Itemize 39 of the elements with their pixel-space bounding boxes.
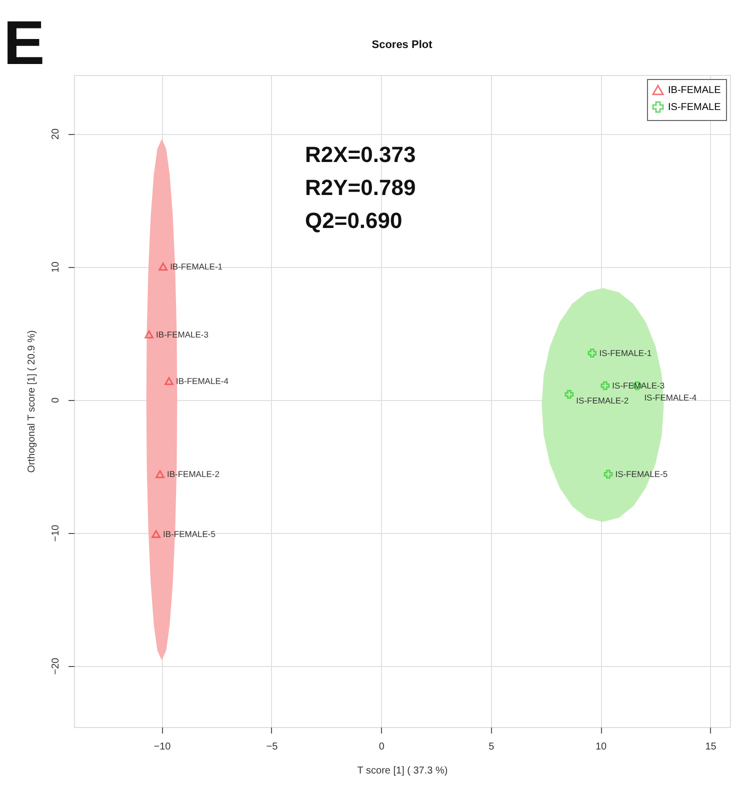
- y-axis-title: Orthogonal T score [1] ( 20.9 %): [26, 330, 38, 473]
- data-label: IB-FEMALE-3: [156, 329, 209, 340]
- x-tick-label: 5: [488, 742, 495, 752]
- point: [152, 530, 161, 538]
- data-label: IB-FEMALE-4: [176, 376, 229, 386]
- data-label: IS-FEMALE-3: [612, 380, 665, 391]
- text: E: [3, 9, 45, 78]
- point: [164, 377, 174, 385]
- data-label: IS-FEMALE-2: [576, 395, 629, 406]
- point: [604, 470, 613, 479]
- y-tick-label: 20: [50, 128, 62, 140]
- annotation: Q2=0.690: [305, 208, 402, 233]
- data-label: IB-FEMALE-1: [170, 262, 223, 272]
- y-tick-label: 10: [50, 261, 62, 273]
- point: [600, 381, 610, 390]
- y-tick-label: −20: [50, 657, 62, 675]
- x-tick-label: 10: [595, 742, 608, 752]
- legend-label: IB-FEMALE: [668, 85, 722, 96]
- annotation: R2X=0.373: [305, 142, 416, 167]
- x-tick-label: 15: [705, 742, 717, 752]
- point: [588, 348, 597, 358]
- y-tick-label: 0: [50, 396, 62, 403]
- x-tick-label: −5: [266, 742, 278, 752]
- data-label: IS-FEMALE-5: [615, 469, 668, 480]
- data-label: IB-FEMALE-5: [163, 529, 216, 540]
- point: [144, 330, 154, 338]
- y-tick-label: −10: [50, 524, 62, 542]
- x-axis-title: T score [1] ( 37.3 %): [357, 766, 448, 776]
- legend-label: IS-FEMALE: [668, 102, 722, 113]
- x-tick-label: −10: [154, 742, 172, 752]
- point: [158, 262, 168, 271]
- annotation: R2Y=0.789: [305, 175, 416, 200]
- point: [156, 470, 164, 478]
- data-label: IS-FEMALE-4: [644, 392, 697, 403]
- data-label: IB-FEMALE-2: [167, 469, 220, 480]
- chart-title: Scores Plot: [372, 39, 433, 51]
- x-tick-label: 0: [378, 742, 385, 752]
- data-label: IS-FEMALE-1: [599, 348, 652, 358]
- point: [564, 390, 574, 399]
